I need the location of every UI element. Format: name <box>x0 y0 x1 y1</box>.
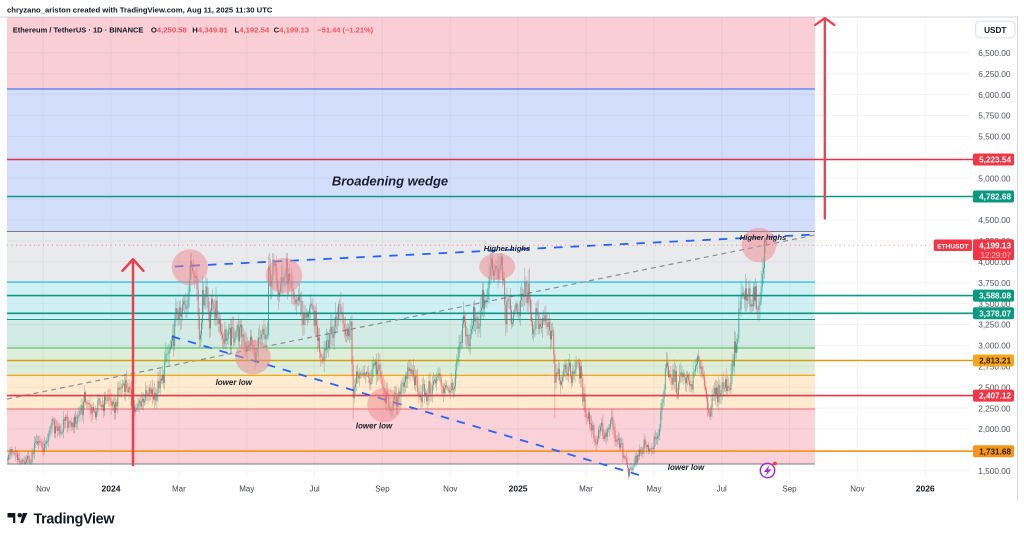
svg-text:L4,192.54: L4,192.54 <box>235 25 270 34</box>
svg-text:Higher highs: Higher highs <box>484 244 530 253</box>
svg-text:May: May <box>239 485 254 494</box>
svg-text:Jul: Jul <box>717 485 727 494</box>
svg-text:O4,250.58: O4,250.58 <box>151 25 188 34</box>
svg-text:lower low: lower low <box>356 421 393 430</box>
svg-text:6,250.00: 6,250.00 <box>978 69 1011 79</box>
svg-text:TradingView: TradingView <box>34 512 116 528</box>
svg-text:5,750.00: 5,750.00 <box>978 111 1011 121</box>
svg-text:C4,199.13: C4,199.13 <box>274 25 310 34</box>
svg-text:4,782.68: 4,782.68 <box>979 193 1011 202</box>
svg-text:Jul: Jul <box>309 485 319 494</box>
svg-text:−51.44 (−1.21%): −51.44 (−1.21%) <box>317 25 373 34</box>
svg-text:Nov: Nov <box>443 485 457 494</box>
svg-text:6,000.00: 6,000.00 <box>978 90 1011 100</box>
svg-text:lower low: lower low <box>216 378 253 387</box>
svg-text:Broadening wedge: Broadening wedge <box>332 174 448 189</box>
svg-text:3,378.07: 3,378.07 <box>979 309 1011 318</box>
svg-text:lower low: lower low <box>668 463 705 472</box>
svg-text:Sep: Sep <box>782 485 797 494</box>
svg-text:2,407.12: 2,407.12 <box>979 392 1011 401</box>
svg-text:3,000.00: 3,000.00 <box>978 341 1011 351</box>
svg-text:5,000.00: 5,000.00 <box>978 173 1011 183</box>
svg-text:Nov: Nov <box>36 485 50 494</box>
svg-text:2025: 2025 <box>509 484 528 494</box>
svg-text:2,250.00: 2,250.00 <box>978 403 1011 413</box>
svg-text:3,588.08: 3,588.08 <box>979 292 1011 301</box>
svg-text:3,750.00: 3,750.00 <box>978 278 1011 288</box>
svg-text:2,500.00: 2,500.00 <box>978 382 1011 392</box>
svg-text:Mar: Mar <box>172 485 186 494</box>
svg-text:ETHUSDT: ETHUSDT <box>937 243 968 250</box>
svg-text:4,199.13: 4,199.13 <box>979 242 1011 251</box>
svg-text:2,813.21: 2,813.21 <box>979 357 1011 366</box>
svg-text:12:29:07: 12:29:07 <box>981 251 1011 260</box>
svg-text:2024: 2024 <box>102 484 121 494</box>
svg-text:1,500.00: 1,500.00 <box>978 466 1011 476</box>
svg-text:2026: 2026 <box>916 484 935 494</box>
svg-text:3,500.00: 3,500.00 <box>978 299 1011 309</box>
svg-text:Mar: Mar <box>579 485 593 494</box>
svg-text:4,000.00: 4,000.00 <box>978 257 1011 267</box>
svg-text:chryzano_ariston created with: chryzano_ariston created with TradingVie… <box>7 5 273 14</box>
svg-text:Nov: Nov <box>850 485 864 494</box>
svg-text:H4,349.81: H4,349.81 <box>192 25 228 34</box>
svg-text:5,223.54: 5,223.54 <box>979 156 1011 165</box>
svg-text:2,000.00: 2,000.00 <box>978 424 1011 434</box>
svg-text:Higher highs: Higher highs <box>740 233 786 242</box>
svg-text:Sep: Sep <box>375 485 390 494</box>
svg-text:6,500.00: 6,500.00 <box>978 48 1011 58</box>
svg-text:3,250.00: 3,250.00 <box>978 320 1011 330</box>
svg-text:May: May <box>646 485 661 494</box>
svg-text:USDT: USDT <box>984 26 1006 35</box>
svg-text:4,500.00: 4,500.00 <box>978 215 1011 225</box>
svg-text:5,500.00: 5,500.00 <box>978 132 1011 142</box>
svg-text:1,731.68: 1,731.68 <box>979 447 1011 456</box>
svg-text:Ethereum / TetherUS · 1D · BIN: Ethereum / TetherUS · 1D · BINANCE <box>13 25 144 34</box>
